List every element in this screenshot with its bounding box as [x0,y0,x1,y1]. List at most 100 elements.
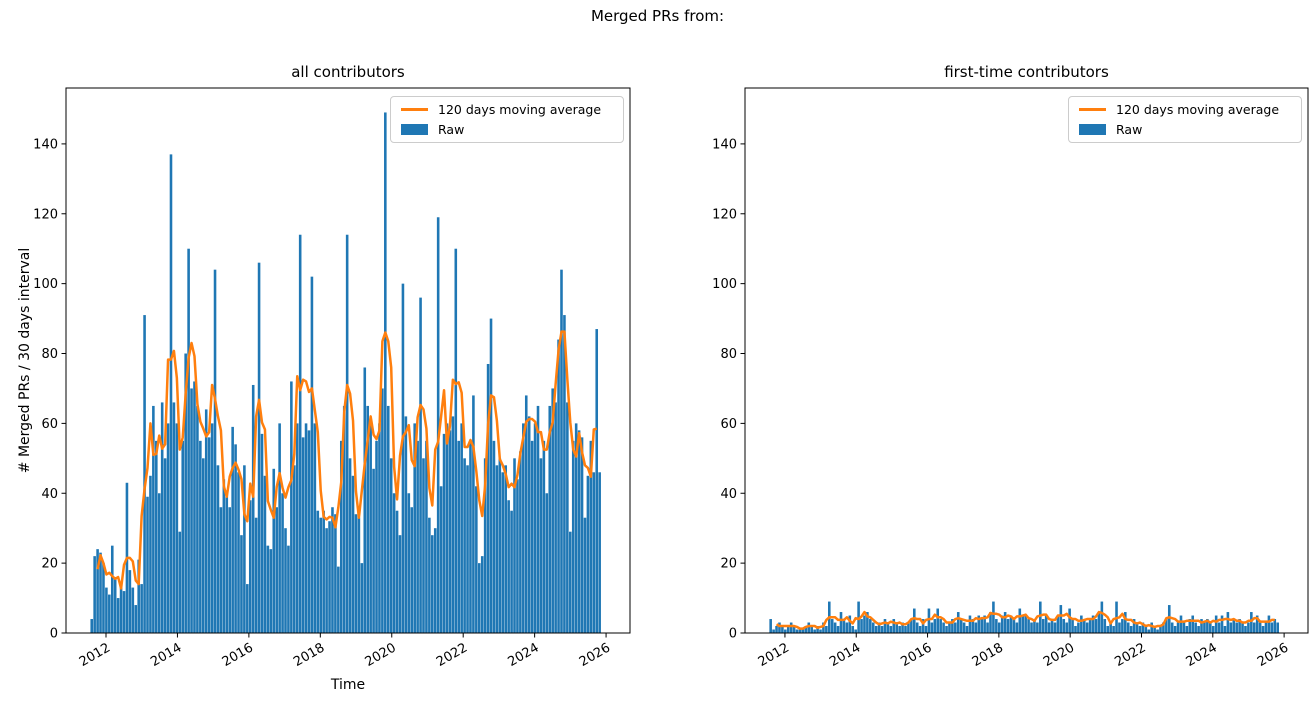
bar [1135,622,1139,633]
bar [172,402,176,633]
bar [784,629,787,633]
bar [913,608,916,633]
bar [1258,622,1262,633]
bar [539,458,543,633]
bar [542,440,546,633]
bar [877,622,881,633]
bar [1015,622,1019,633]
bar [936,608,940,633]
bar [892,619,896,633]
bar [1159,626,1162,633]
bar [237,472,240,633]
bar [910,619,913,633]
bar [1235,622,1238,633]
bar [1261,626,1265,633]
bar [275,507,278,633]
bar [492,440,496,633]
bar [548,405,552,633]
bar [589,440,593,633]
bar [1039,601,1042,633]
bar [433,528,437,633]
bar [319,517,323,633]
x-tick-label: 2024 [1184,640,1220,670]
bar [974,622,978,633]
bar [351,475,355,633]
bar [1162,622,1165,633]
bar [874,626,878,633]
bar [571,440,575,633]
bar [451,416,455,633]
left-plot-legend: 120 days moving average Raw [390,96,624,143]
bar [90,619,94,633]
bar [1217,622,1221,633]
bar [1047,622,1051,633]
bar [222,479,226,633]
bar [178,531,182,633]
bar [445,423,449,633]
bar [1203,622,1206,633]
legend-label: Raw [438,122,465,138]
bar [1065,622,1068,633]
x-tick-label: 2016 [898,640,934,670]
bar [360,563,364,633]
bar [1003,612,1007,633]
x-tick-label: 2014 [827,640,863,670]
bar [436,217,440,633]
bar [331,507,334,633]
bar [316,510,320,633]
bar [857,601,860,633]
bar [345,234,349,634]
bar [1106,626,1110,633]
bar [1103,619,1107,633]
bar [563,315,566,633]
bar [804,626,808,633]
bar [204,409,208,633]
y-tick-label: 120 [712,207,737,222]
bar [1191,615,1195,633]
legend-item-moving-average: 120 days moving average [1069,100,1301,118]
bar [131,587,135,633]
bar [1009,615,1013,633]
legend-label: Raw [1116,122,1143,138]
bar [366,405,369,633]
y-tick-label: 40 [720,487,737,502]
bar [933,619,937,633]
bar [945,626,948,633]
bar [337,566,340,633]
bar [1267,615,1271,633]
bar [854,629,857,633]
bar [798,629,802,633]
y-tick-label: 20 [41,557,58,572]
bar [583,517,587,633]
legend-item-moving-average: 120 days moving average [391,100,623,118]
bar [357,517,361,633]
bar [1264,622,1268,633]
bar [175,423,179,633]
bar [301,437,305,633]
bar [328,521,331,633]
y-tick-label: 0 [729,627,737,642]
y-tick-label: 140 [712,137,737,152]
legend-item-raw: Raw [1069,121,1301,139]
bar [1030,622,1033,633]
bar [807,622,811,633]
bar [489,318,493,633]
y-tick-label: 100 [712,277,737,292]
bar [216,465,220,633]
bar [295,423,299,633]
bar [1179,615,1183,633]
bar [1112,626,1115,633]
bar [152,405,155,633]
bar [381,388,384,633]
bar [413,423,416,633]
bar [1194,622,1197,633]
bar [431,535,434,633]
y-tick-label: 60 [720,417,737,432]
bar [243,465,246,633]
bar [1197,626,1200,633]
bar [196,405,199,633]
bar [516,479,519,633]
x-axis-ticks: 2012 2014 2016 2018 2020 2022 2024 2026 [756,633,1291,670]
bar [190,388,193,633]
bar [110,545,114,633]
